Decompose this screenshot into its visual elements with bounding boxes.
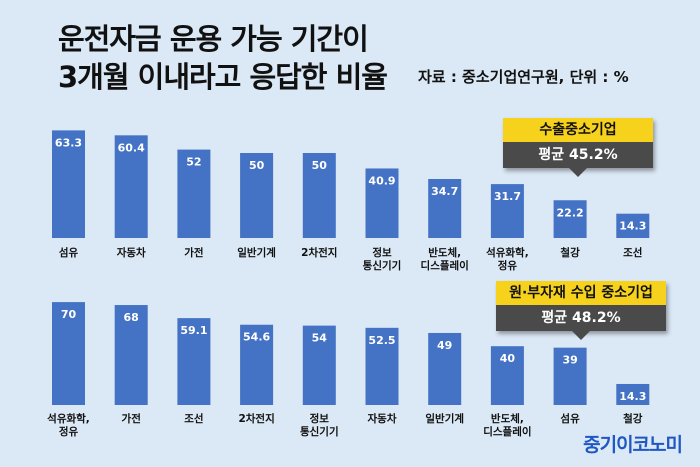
bar <box>365 168 399 238</box>
source-note: 자료 : 중소기업연구원, 단위 : % <box>418 68 629 86</box>
bar <box>616 213 650 238</box>
badge-pointer <box>569 168 587 177</box>
import-sme-chart: 70 석유화학, 정유 68 가전 59.1 조선 54.6 2차전지 54 정보 통신기기 52.5 자… <box>0 302 700 462</box>
export-sme-badge-label: 수출중소기업 <box>503 118 653 142</box>
category-label: 철강 <box>560 246 580 259</box>
category-label: 반도체, 디스플레이 <box>483 412 531 438</box>
bar <box>114 305 148 405</box>
bar <box>365 327 399 405</box>
category-label: 가전 <box>122 412 141 425</box>
data-label: 22.2 <box>557 206 584 219</box>
category-label: 자동차 <box>117 246 146 259</box>
bar <box>302 325 336 405</box>
bar <box>114 135 148 238</box>
bar <box>428 332 462 405</box>
data-label: 59.1 <box>180 324 207 337</box>
export-sme-bar-svg: 63.3 섬유 60.4 자동차 52 가전 50 일반기계 50 2차전지 40.9 정보 통신기기 3… <box>52 130 650 272</box>
export-sme-chart: 63.3 섬유 60.4 자동차 52 가전 50 일반기계 50 2차전지 40.9 정보 통신기기 3… <box>0 128 700 276</box>
category-label: 조선 <box>184 412 203 425</box>
data-label: 70 <box>61 308 77 321</box>
bar <box>490 346 524 405</box>
data-label: 60.4 <box>118 141 145 154</box>
data-label: 50 <box>249 159 265 172</box>
bar <box>553 200 587 238</box>
bar <box>52 302 85 405</box>
title-line-1: 운전자금 운용 가능 기간이 <box>58 22 369 56</box>
data-label: 50 <box>312 159 328 172</box>
bar <box>428 179 462 238</box>
bar <box>616 383 650 405</box>
data-label: 14.3 <box>619 220 646 233</box>
publisher-logo: 중기이코노미 <box>583 434 683 456</box>
data-label: 49 <box>437 339 452 352</box>
data-label: 54.6 <box>243 331 270 344</box>
import-sme-badge-label: 원·부자재 수입 중소기업 <box>496 281 666 305</box>
category-label: 일반기계 <box>237 246 276 259</box>
bar <box>177 318 211 405</box>
export-sme-badge-avg: 평균 45.2% <box>503 142 653 168</box>
category-label: 석유화학, 정유 <box>486 246 529 272</box>
data-label: 54 <box>312 332 328 345</box>
import-sme-bar-svg: 70 석유화학, 정유 68 가전 59.1 조선 54.6 2차전지 54 정보 통신기기 52.5 자… <box>47 302 650 438</box>
data-label: 40.9 <box>368 174 395 187</box>
data-label: 63.3 <box>55 136 82 149</box>
category-label: 일반기계 <box>425 412 464 425</box>
category-label: 반도체, 디스플레이 <box>421 246 469 272</box>
data-label: 52 <box>186 156 201 169</box>
category-label: 섬유 <box>59 246 79 259</box>
bar <box>52 130 85 238</box>
category-label: 정보 통신기기 <box>300 412 339 438</box>
category-label: 섬유 <box>560 412 580 425</box>
title-line-2: 3개월 이내라고 응답한 비율 <box>58 60 388 94</box>
import-sme-badge: 원·부자재 수입 중소기업 평균 48.2% <box>496 281 666 340</box>
bar <box>177 149 211 238</box>
category-label: 2차전지 <box>238 412 274 425</box>
import-sme-badge-avg: 평균 48.2% <box>496 305 666 331</box>
export-sme-badge: 수출중소기업 평균 45.2% <box>503 118 653 177</box>
data-label: 68 <box>124 311 139 324</box>
bar <box>240 153 274 238</box>
category-label: 철강 <box>623 412 643 425</box>
category-label: 조선 <box>623 246 642 259</box>
data-label: 39 <box>562 354 577 367</box>
badge-pointer <box>572 331 590 340</box>
bar <box>553 347 587 405</box>
category-label: 자동차 <box>368 412 397 425</box>
category-label: 2차전지 <box>301 246 337 259</box>
data-label: 14.3 <box>619 390 646 403</box>
data-label: 52.5 <box>368 334 395 347</box>
data-label: 31.7 <box>494 190 521 203</box>
category-label: 석유화학, 정유 <box>47 412 90 438</box>
bar <box>302 153 336 238</box>
category-label: 가전 <box>184 246 203 259</box>
category-label: 정보 통신기기 <box>363 246 402 272</box>
bar <box>490 184 524 238</box>
bar <box>240 324 274 405</box>
data-label: 34.7 <box>431 185 458 198</box>
data-label: 40 <box>500 352 516 365</box>
chart-title: 운전자금 운용 가능 기간이 3개월 이내라고 응답한 비율 <box>58 20 388 96</box>
